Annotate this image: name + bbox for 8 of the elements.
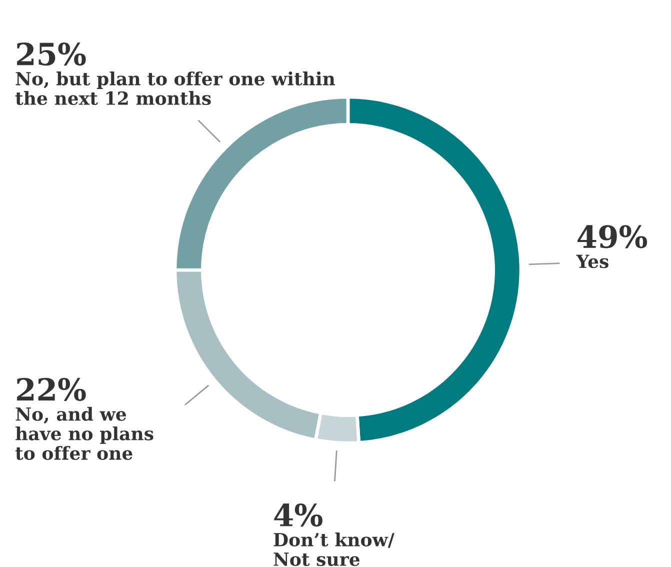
slice-label: No, but plan to offer one within the next 12 months — [15, 72, 336, 106]
data-label: 25% — [17, 42, 86, 66]
data-label: 22% — [17, 378, 86, 401]
data-label: 49% — [578, 225, 648, 248]
slice-label: Don’t know/ Not sure — [274, 532, 394, 566]
slice-label: No, and we have no plans to offer one — [15, 406, 154, 460]
data-label: 4% — [274, 503, 322, 527]
slice-label: Yes — [576, 254, 608, 268]
